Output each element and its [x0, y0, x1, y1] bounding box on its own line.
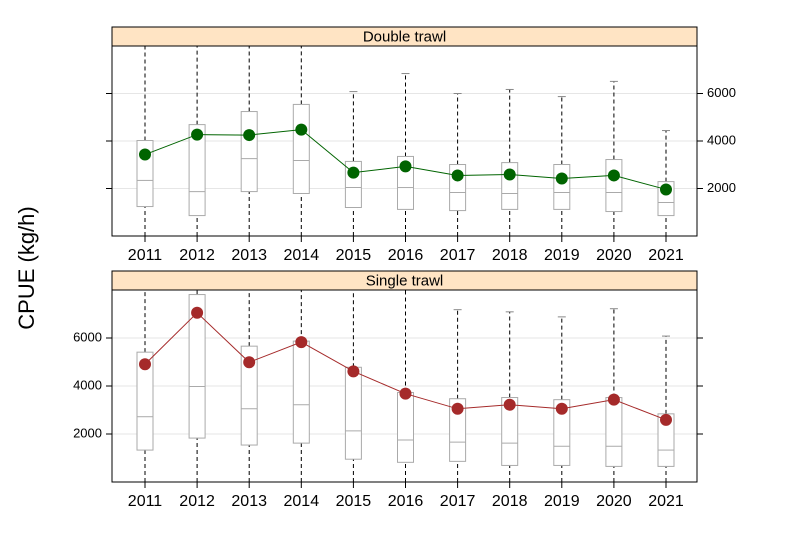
point	[555, 172, 568, 185]
x-tick-label: 2014	[284, 493, 320, 510]
x-tick-label: 2018	[492, 247, 528, 264]
panel-frame	[111, 289, 698, 483]
x-tick-label: 2011	[128, 247, 163, 264]
point	[191, 128, 204, 141]
x-tick-label: 2015	[336, 247, 372, 264]
x-tick-label: 2021	[648, 493, 684, 510]
panel-title: Double trawl	[363, 28, 446, 45]
y-tick-label: 6000	[73, 329, 102, 344]
point	[295, 123, 308, 136]
box	[501, 397, 519, 466]
x-tick-label: 2020	[596, 493, 632, 510]
y-tick-label: 2000	[73, 425, 102, 440]
point	[503, 398, 516, 411]
x-tick-label: 2018	[492, 493, 528, 510]
x-tick-label: 2013	[231, 247, 267, 264]
x-tick-label: 2017	[440, 247, 476, 264]
point	[451, 402, 464, 415]
point	[243, 129, 256, 142]
x-tick-label: 2019	[544, 247, 580, 264]
x-tick-label: 2016	[388, 247, 424, 264]
point	[139, 148, 151, 161]
point	[191, 306, 204, 319]
box	[188, 124, 206, 217]
y-tick-label: 4000	[707, 132, 736, 147]
box	[136, 351, 154, 451]
point	[139, 358, 151, 371]
x-tick-label: 2020	[596, 247, 632, 264]
x-tick-label: 2012	[179, 247, 215, 264]
box	[449, 398, 467, 462]
point	[607, 169, 620, 182]
point	[660, 413, 672, 426]
panel-frame	[111, 45, 698, 237]
point	[347, 365, 360, 378]
point	[399, 387, 412, 400]
point	[243, 356, 256, 369]
point	[347, 166, 360, 179]
point	[503, 168, 516, 181]
box	[292, 340, 310, 444]
point	[660, 183, 672, 196]
y-axis-label: CPUE (kg/h)	[14, 206, 39, 329]
point	[555, 402, 568, 415]
x-tick-label: 2012	[179, 493, 215, 510]
x-tick-label: 2011	[128, 493, 163, 510]
box	[605, 159, 623, 213]
y-tick-label: 6000	[707, 85, 736, 100]
point	[295, 336, 308, 349]
x-tick-label: 2013	[231, 493, 267, 510]
box	[344, 366, 362, 460]
y-tick-label: 2000	[707, 180, 736, 195]
panel-title: Single trawl	[366, 272, 444, 289]
box	[605, 397, 623, 467]
box	[188, 294, 206, 439]
x-tick-label: 2015	[336, 493, 372, 510]
x-tick-label: 2014	[284, 247, 320, 264]
point	[399, 160, 412, 173]
box	[240, 111, 258, 193]
box	[292, 103, 310, 194]
x-tick-label: 2016	[388, 493, 424, 510]
x-tick-label: 2017	[440, 493, 476, 510]
box	[240, 345, 258, 446]
x-tick-label: 2021	[648, 247, 684, 264]
y-tick-label: 4000	[73, 377, 102, 392]
box	[553, 164, 571, 210]
x-tick-label: 2019	[544, 493, 580, 510]
point	[607, 393, 620, 406]
point	[451, 169, 464, 182]
box	[397, 391, 414, 463]
box	[553, 399, 571, 466]
